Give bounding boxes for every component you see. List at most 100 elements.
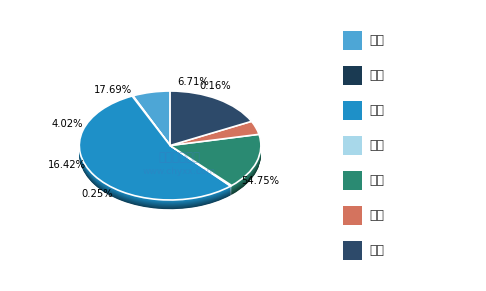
Wedge shape — [170, 126, 259, 150]
Wedge shape — [170, 129, 259, 153]
Wedge shape — [132, 102, 170, 151]
Wedge shape — [133, 96, 170, 150]
Wedge shape — [79, 104, 231, 208]
Wedge shape — [170, 125, 259, 149]
Wedge shape — [132, 100, 170, 149]
Text: 0.16%: 0.16% — [199, 81, 231, 91]
Wedge shape — [170, 91, 251, 146]
Wedge shape — [170, 135, 261, 187]
Wedge shape — [132, 98, 170, 148]
Wedge shape — [132, 96, 170, 146]
Wedge shape — [170, 128, 259, 152]
Wedge shape — [132, 104, 170, 154]
Wedge shape — [170, 141, 261, 192]
Wedge shape — [170, 153, 232, 193]
Wedge shape — [170, 153, 232, 194]
Wedge shape — [132, 101, 170, 151]
Wedge shape — [170, 151, 232, 192]
Wedge shape — [170, 125, 259, 149]
FancyBboxPatch shape — [343, 66, 362, 85]
Wedge shape — [170, 93, 251, 148]
Wedge shape — [170, 137, 261, 188]
Wedge shape — [170, 130, 259, 154]
Wedge shape — [79, 102, 231, 206]
Wedge shape — [170, 92, 251, 147]
Wedge shape — [79, 103, 231, 207]
Wedge shape — [170, 94, 251, 149]
Wedge shape — [133, 91, 170, 146]
Text: 17.69%: 17.69% — [94, 85, 132, 95]
Wedge shape — [133, 98, 170, 152]
Text: 东北: 东北 — [369, 69, 384, 82]
FancyBboxPatch shape — [343, 136, 362, 155]
Wedge shape — [170, 129, 259, 154]
Wedge shape — [132, 105, 170, 155]
Wedge shape — [170, 123, 259, 148]
Wedge shape — [170, 127, 259, 152]
Wedge shape — [133, 100, 170, 154]
Wedge shape — [170, 125, 259, 150]
Wedge shape — [133, 95, 170, 150]
Wedge shape — [170, 121, 259, 146]
Wedge shape — [79, 96, 231, 200]
Text: 华东: 华东 — [369, 104, 384, 117]
Wedge shape — [132, 96, 170, 146]
Wedge shape — [132, 98, 170, 148]
Wedge shape — [170, 97, 251, 151]
Wedge shape — [170, 140, 261, 191]
Wedge shape — [170, 138, 261, 189]
Wedge shape — [132, 99, 170, 149]
Wedge shape — [170, 137, 261, 189]
Wedge shape — [170, 152, 232, 193]
Wedge shape — [79, 97, 231, 201]
Wedge shape — [133, 97, 170, 152]
Wedge shape — [170, 96, 251, 150]
Wedge shape — [170, 148, 232, 189]
Wedge shape — [79, 102, 231, 206]
Wedge shape — [170, 99, 251, 154]
Text: 6.71%: 6.71% — [177, 77, 208, 87]
Wedge shape — [133, 92, 170, 146]
Wedge shape — [170, 149, 232, 190]
Wedge shape — [170, 98, 251, 152]
Wedge shape — [170, 100, 251, 154]
Wedge shape — [170, 135, 261, 186]
Wedge shape — [170, 93, 251, 147]
Wedge shape — [132, 100, 170, 150]
Wedge shape — [170, 142, 261, 193]
Wedge shape — [170, 155, 232, 195]
Text: 华中: 华中 — [369, 139, 384, 152]
Wedge shape — [170, 96, 251, 151]
Text: 西北: 西北 — [369, 244, 384, 257]
Text: 中国产业信息: 中国产业信息 — [158, 151, 200, 164]
Wedge shape — [133, 93, 170, 147]
Wedge shape — [170, 97, 251, 152]
Wedge shape — [133, 98, 170, 153]
Wedge shape — [170, 91, 251, 146]
Wedge shape — [133, 99, 170, 154]
Wedge shape — [170, 143, 261, 194]
Wedge shape — [170, 146, 232, 186]
Wedge shape — [79, 100, 231, 204]
Wedge shape — [132, 102, 170, 152]
Wedge shape — [79, 99, 231, 203]
Wedge shape — [170, 129, 259, 153]
Wedge shape — [79, 97, 231, 200]
Wedge shape — [133, 99, 170, 153]
Wedge shape — [170, 136, 261, 188]
Text: 华北: 华北 — [369, 34, 384, 47]
Wedge shape — [170, 123, 259, 147]
Text: 54.75%: 54.75% — [242, 176, 279, 186]
Wedge shape — [170, 141, 261, 193]
Wedge shape — [170, 146, 232, 186]
Wedge shape — [170, 98, 251, 153]
Wedge shape — [170, 123, 259, 147]
Wedge shape — [170, 136, 261, 187]
Wedge shape — [79, 100, 231, 204]
Wedge shape — [170, 143, 261, 195]
Wedge shape — [170, 124, 259, 148]
Text: 华南: 华南 — [369, 174, 384, 187]
FancyBboxPatch shape — [343, 241, 362, 260]
Wedge shape — [170, 148, 232, 188]
Wedge shape — [170, 134, 261, 186]
